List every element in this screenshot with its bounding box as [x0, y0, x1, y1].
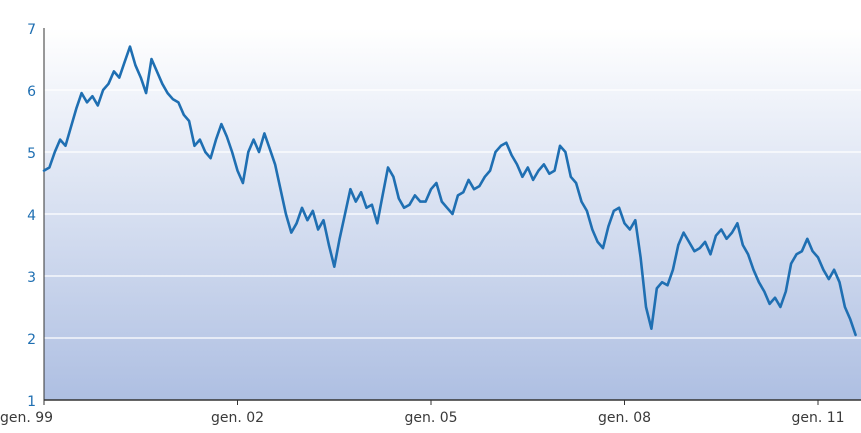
- y-tick-label: 4: [27, 208, 36, 224]
- y-axis-ticks: 1 2 3 4 5 6 7: [27, 22, 36, 410]
- x-tick-label: gen. 08: [598, 410, 651, 426]
- x-tick-label: gen. 11: [791, 410, 844, 426]
- x-tick-label: gen. 99: [0, 410, 53, 426]
- x-tick-label: gen. 02: [211, 410, 264, 426]
- y-tick-label: 1: [27, 394, 36, 410]
- y-tick-label: 3: [27, 270, 36, 286]
- x-axis-ticks: gen. 99 gen. 02 gen. 05 gen. 08 gen. 11: [0, 400, 845, 426]
- axes: [43, 28, 861, 401]
- y-tick-label: 6: [27, 84, 36, 100]
- y-tick-label: 7: [27, 22, 36, 38]
- y-tick-label: 5: [27, 146, 36, 162]
- x-tick-label: gen. 05: [404, 410, 457, 426]
- series-line: [42, 45, 857, 337]
- y-tick-label: 2: [27, 332, 36, 348]
